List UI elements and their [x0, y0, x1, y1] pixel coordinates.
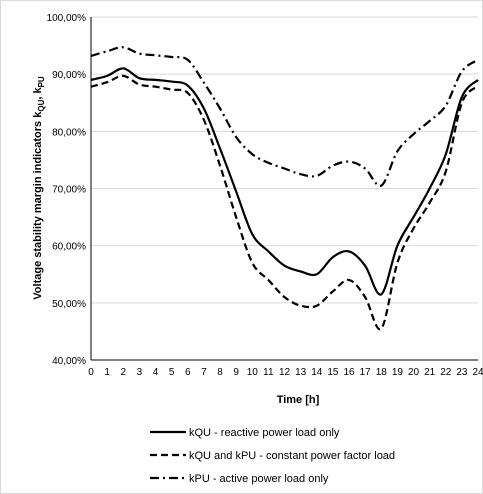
axes: [90, 17, 478, 361]
x-tick-label: 19: [392, 367, 404, 378]
x-tick-label: 16: [343, 367, 355, 378]
series-line-3: [90, 46, 479, 187]
x-tick-label: 23: [456, 367, 468, 378]
legend-label-1: kQU - reactive power load only: [189, 427, 340, 439]
x-tick-label: 0: [88, 367, 94, 378]
x-tick-label: 18: [376, 367, 388, 378]
y-axis-title-sub1: QU: [37, 99, 46, 111]
y-tick-label: 60,00%: [52, 242, 86, 253]
y-axis-title-sub2: PU: [37, 76, 46, 87]
x-tick-label: 6: [185, 367, 191, 378]
x-tick-label: 22: [440, 367, 452, 378]
y-tick-label: 90,00%: [52, 70, 86, 81]
x-tick-label: 4: [153, 367, 159, 378]
gridlines: [91, 16, 478, 361]
x-tick-label: 13: [295, 367, 307, 378]
y-tick-label: 70,00%: [52, 185, 86, 196]
y-axis-title-main: Voltage stability margin indicators k: [32, 111, 44, 300]
y-tick-label: 100,00%: [47, 13, 87, 24]
y-axis-title: Voltage stability margin indicators kQU,…: [32, 76, 46, 300]
x-axis-title: Time [h]: [277, 394, 320, 406]
x-tick-label: 17: [360, 367, 372, 378]
x-tick-label: 1: [104, 367, 110, 378]
x-tick-label: 7: [201, 367, 207, 378]
x-tick-label: 24: [472, 367, 483, 378]
x-tick-label: 10: [247, 367, 259, 378]
y-tick-label: 40,00%: [52, 356, 86, 367]
x-tick-label: 15: [327, 367, 339, 378]
x-tick-label: 3: [137, 367, 143, 378]
x-tick-label: 8: [217, 367, 223, 378]
y-axis-title-sep: , k: [32, 87, 44, 100]
x-tick-label: 14: [311, 367, 323, 378]
legend-label-3: kPU - active power load only: [189, 473, 329, 485]
legend-label-2: kQU and kPU - constant power factor load: [189, 450, 395, 462]
x-tick-labels: 0 1 2 3 4 5 6 7 8 9 10 11 12 13 14 15 16 17 18 19 20 21 22 23 24: [88, 367, 483, 378]
y-tick-labels: 40,00% 50,00% 60,00% 70,00% 80,00% 90,00% 100,…: [47, 13, 87, 367]
x-tick-label: 12: [279, 367, 291, 378]
x-tick-label: 11: [263, 367, 274, 378]
series-line-2: [90, 74, 479, 331]
x-tick-label: 21: [424, 367, 436, 378]
x-tick-label: 9: [233, 367, 239, 378]
legend: kQU - reactive power load only kQU and kP…: [150, 427, 395, 485]
x-tick-label: 5: [169, 367, 175, 378]
y-tick-label: 80,00%: [52, 127, 86, 138]
y-tick-label: 50,00%: [52, 299, 86, 310]
series-lines: [90, 46, 479, 331]
x-tick-label: 20: [408, 367, 420, 378]
x-tick-label: 2: [120, 367, 126, 378]
series-line-1: [90, 67, 479, 296]
